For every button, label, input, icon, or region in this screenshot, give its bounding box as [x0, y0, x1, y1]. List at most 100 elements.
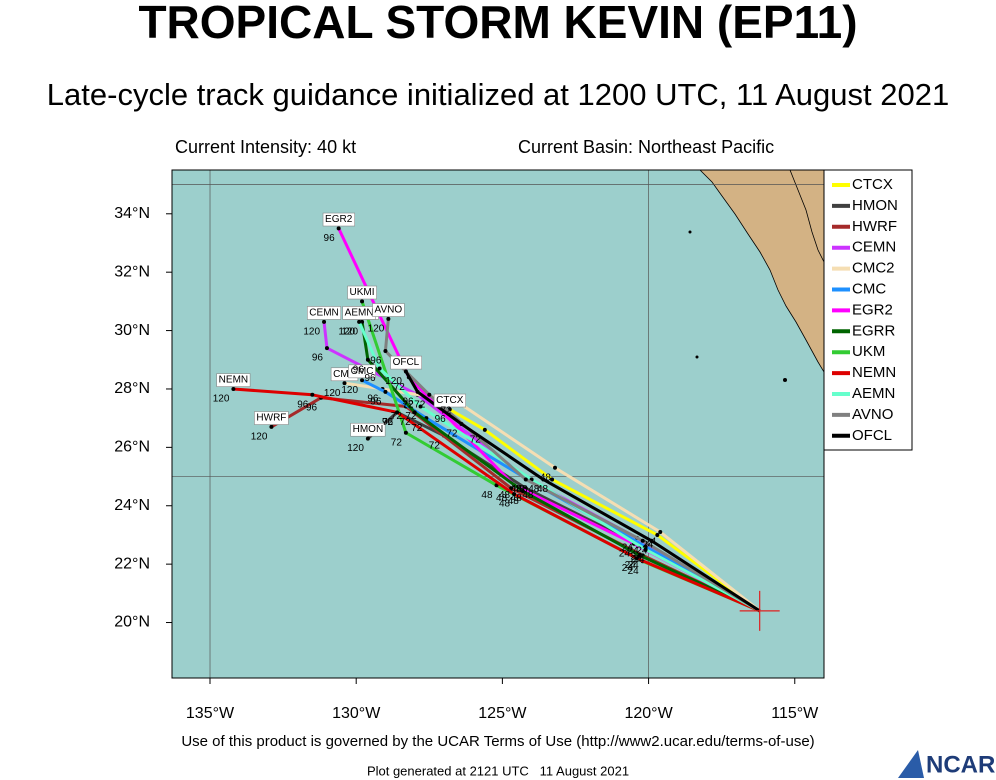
end-label: CEMN [309, 307, 338, 318]
hour-label: 96 [297, 399, 309, 410]
hour-label: 48 [537, 484, 549, 495]
end-label: CMC [333, 369, 356, 380]
hour-label: 72 [391, 411, 403, 422]
hour-label: 120 [341, 326, 358, 337]
hour-label: 72 [414, 399, 426, 410]
end-label-box [322, 212, 356, 227]
basin: Current Basin: Northeast Pacific [518, 137, 774, 157]
intensity: Current Intensity: 40 kt [175, 137, 356, 157]
hour-label: 24 [628, 560, 640, 571]
hour-label: 48 [481, 490, 493, 501]
hour-label: 24 [642, 540, 654, 551]
x-tick-label: 115°W [771, 705, 819, 722]
track-point [520, 489, 525, 494]
subtitle: Late-cycle track guidance initialized at… [47, 77, 949, 112]
x-tick-label: 135°W [186, 705, 235, 722]
end-label-box [347, 285, 377, 300]
hour-label: 96 [312, 353, 324, 364]
track-point [342, 381, 347, 386]
hour-label: 24 [645, 537, 657, 548]
track-line [404, 370, 761, 613]
track-point [403, 369, 408, 374]
hour-label: 72 [411, 423, 423, 434]
track-point [322, 319, 327, 324]
hour-label: 24 [636, 545, 648, 556]
track-point [643, 547, 648, 552]
legend-label: CEMN [852, 239, 896, 256]
track-point [459, 422, 464, 426]
y-tick-label: 34°N [114, 205, 150, 222]
end-label-box [348, 364, 376, 379]
hour-label: 120 [385, 376, 402, 387]
track-point [655, 532, 660, 537]
hour-label: 120 [368, 324, 385, 335]
hour-label: 48 [511, 493, 523, 504]
track-point [336, 226, 341, 231]
track-point [324, 346, 329, 351]
hour-label: 24 [628, 545, 640, 556]
track-point [482, 427, 487, 432]
track-point [634, 556, 639, 561]
labels: 24487296CTCX24487296120HMON24487296120HW… [213, 212, 657, 577]
hour-label: 96 [367, 394, 379, 405]
end-label: CMC [351, 366, 374, 377]
legend-label: CMC [852, 280, 886, 297]
track-point [649, 538, 654, 543]
end-label: AVNO [375, 305, 403, 316]
legend-label: NEMN [852, 364, 896, 381]
hour-label: 96 [435, 414, 447, 425]
terms: Use of this product is governed by the U… [181, 733, 814, 750]
hour-label: 96 [370, 356, 382, 367]
end-label: OFCL [393, 357, 420, 368]
end-label-box [390, 355, 422, 370]
hour-label: 48 [528, 484, 540, 495]
track-point [523, 477, 528, 482]
hour-label: 72 [429, 440, 441, 451]
hour-label: 48 [508, 496, 520, 507]
track-point [403, 430, 408, 435]
hour-label: 72 [470, 434, 482, 445]
hour-label: 24 [619, 548, 631, 559]
hour-label: 24 [628, 566, 640, 577]
y-tick-label: 28°N [114, 380, 150, 397]
legend-label: EGR2 [852, 301, 893, 318]
track-point [512, 492, 517, 497]
track-line [233, 387, 761, 613]
track-point [640, 538, 645, 543]
y-tick-label: 26°N [114, 439, 150, 456]
hour-label: 120 [341, 385, 358, 396]
hour-label: 96 [324, 233, 336, 244]
hour-label: 48 [511, 484, 523, 495]
x-tick-label: 130°W [332, 705, 381, 722]
hour-label: 96 [402, 397, 414, 408]
end-label: HWRF [256, 413, 286, 424]
track-point [415, 389, 420, 394]
end-label: CTCX [436, 395, 464, 406]
legend-label: UKM [852, 343, 885, 360]
hour-label: 24 [633, 554, 645, 565]
end-label-box [216, 373, 251, 387]
track-point [360, 378, 365, 383]
track-line [360, 321, 761, 613]
y-tick-label: 30°N [114, 322, 150, 339]
hour-label: 72 [446, 429, 458, 440]
hour-label: 120 [324, 388, 341, 399]
track-line [357, 321, 761, 613]
track-point [658, 530, 663, 535]
legend-label: HWRF [852, 218, 897, 235]
legend-label: OFCL [852, 427, 892, 444]
hour-label: 48 [540, 472, 552, 483]
title: TROPICAL STORM KEVIN (EP11) [138, 0, 857, 48]
y-tick-label: 22°N [114, 555, 150, 572]
end-label: AEMN [345, 307, 374, 318]
hour-label: 24 [625, 560, 637, 571]
end-label-box [307, 306, 342, 320]
legend-label: AEMN [852, 385, 895, 402]
logo-mark [898, 750, 924, 778]
logo: NCAR [898, 750, 995, 778]
hour-label: 120 [213, 394, 230, 405]
track-point [365, 357, 370, 362]
hour-label: 72 [382, 417, 394, 428]
track-line [383, 318, 761, 613]
